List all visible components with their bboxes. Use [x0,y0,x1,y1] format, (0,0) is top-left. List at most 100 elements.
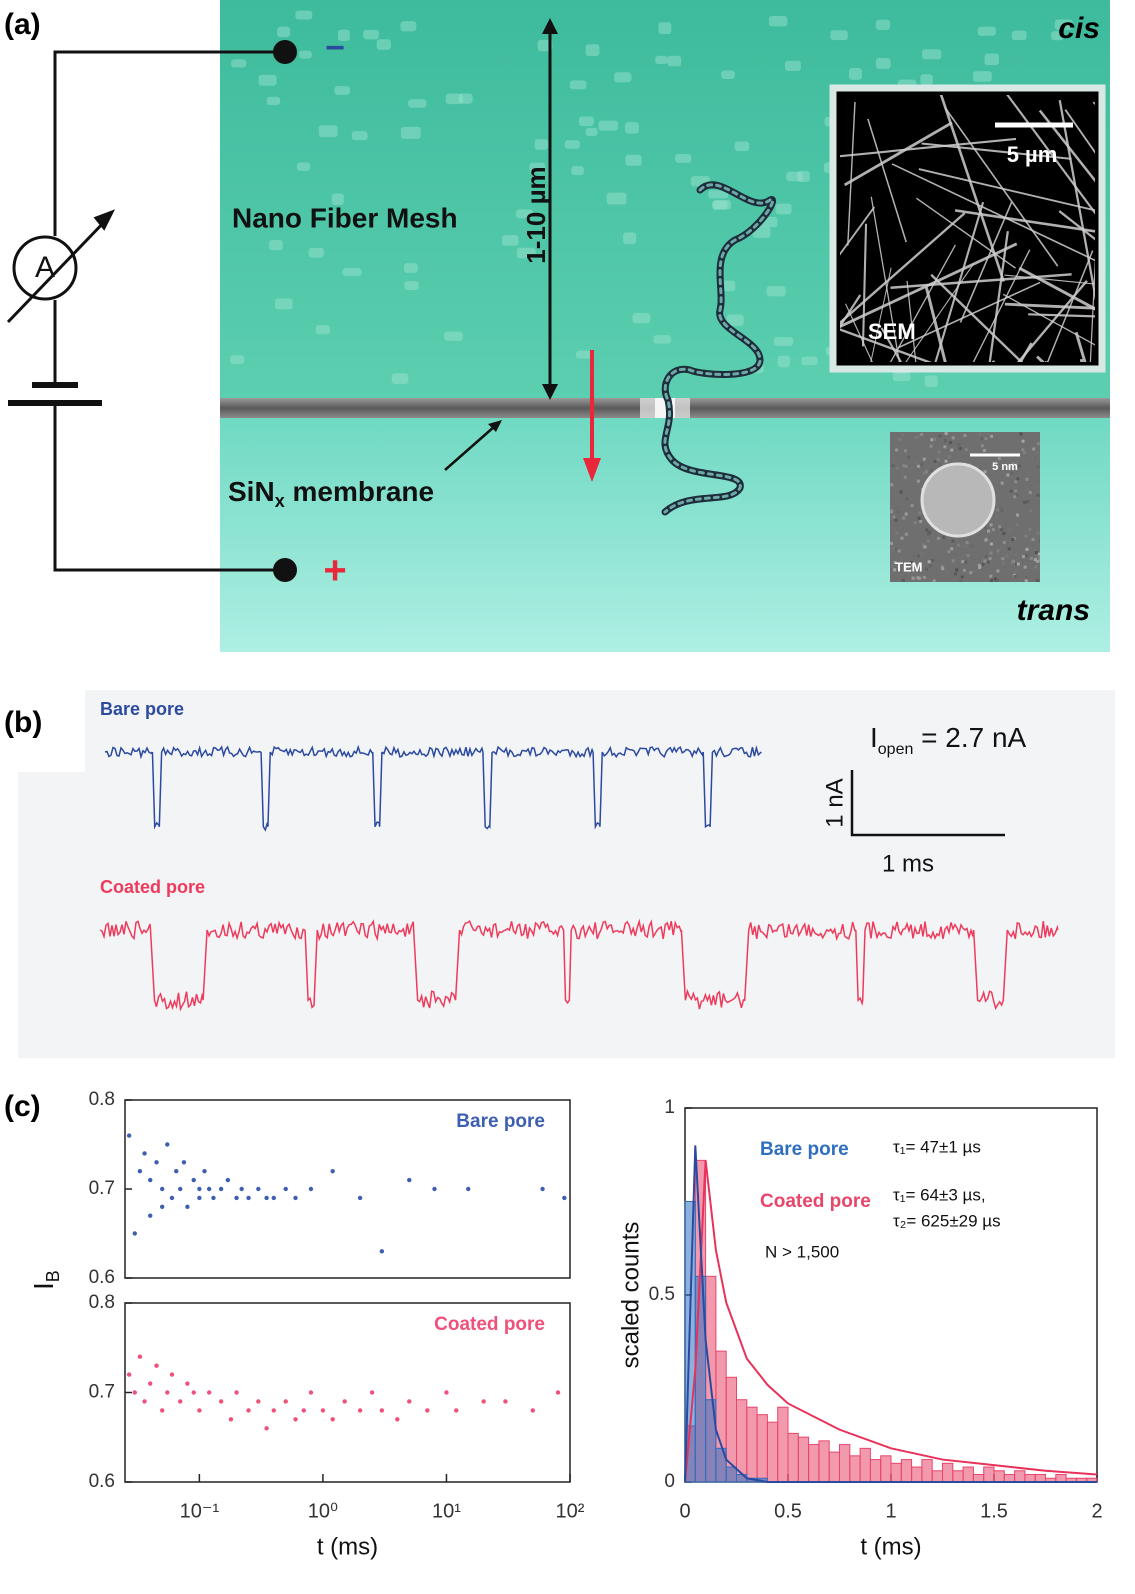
grain [1023,500,1027,504]
grain [890,541,894,545]
texture-dot [598,120,618,131]
point [159,1408,165,1413]
point [234,1390,239,1395]
point [191,1390,196,1395]
grain [941,567,945,571]
thickness-label: 1-10 µm [521,166,551,263]
point [148,1381,153,1386]
point [218,1186,224,1192]
point [142,1151,147,1156]
grain [892,515,896,519]
grain [933,459,937,463]
texture-dot [675,153,692,163]
point [308,1186,314,1192]
grain [995,515,999,519]
grain [996,578,1000,582]
grain [981,558,985,562]
grain [1036,531,1040,535]
grain [1020,537,1024,541]
ammeter-arrow [6,216,110,324]
grain [896,510,900,514]
grain [932,579,936,582]
bar [839,1444,851,1483]
point [154,1363,159,1368]
grain [951,436,955,440]
bar [746,1406,758,1483]
grain [916,464,920,468]
open-current-value: = 2.7 nA [913,722,1026,753]
point [256,1186,261,1192]
fiber [1018,266,1095,311]
grain [1020,453,1024,457]
grain [1005,573,1009,577]
sem-inset [829,84,1106,373]
grain [916,576,920,580]
grain [1019,432,1023,436]
open-current-symbol: I [870,722,878,753]
bar [1003,1474,1016,1483]
grain [953,553,957,557]
grain [1017,464,1021,468]
texture-dot [624,122,639,134]
grain [950,547,954,551]
texture-dot [400,126,421,139]
point [330,1417,335,1422]
grain [1006,473,1010,477]
panel-label: (c) [4,1090,41,1123]
grain [899,490,903,494]
grain [907,457,911,461]
grain [953,572,957,576]
grain [902,464,906,468]
fiber [915,197,1017,269]
bar [797,1436,810,1483]
texture-dot [786,171,803,182]
grain [1014,463,1018,467]
grain [987,535,991,539]
point [174,1169,179,1174]
traces [99,744,1059,1012]
bar [962,1466,974,1483]
annotation: τ₁= 64±3 µs, [893,1185,986,1204]
grain [895,448,899,452]
bar [849,1455,861,1483]
grain [1008,465,1012,469]
grain [928,564,932,568]
grain [964,545,968,549]
grain [984,538,988,542]
grain [1002,531,1006,535]
fiber [959,202,1013,323]
fiber [934,201,985,362]
grain [996,466,1000,470]
grain [1001,557,1005,561]
grain [1014,489,1018,493]
trans-label: trans [1017,594,1090,627]
grain [1014,480,1018,484]
point [148,1177,153,1183]
point [165,1142,170,1147]
grain [980,444,984,448]
texture-dot [516,209,533,219]
point [142,1399,147,1404]
wire [53,50,285,236]
translocation-event [855,929,866,1007]
bar [942,1462,954,1483]
fit-line [684,1145,1097,1483]
series-label: Coated pore [434,1314,545,1335]
bar [818,1440,830,1483]
grain [970,544,974,548]
grain [955,568,959,572]
point [425,1408,430,1413]
panel-label: (b) [4,706,42,739]
texture-dot [408,99,427,108]
x-tick-label: 0.5 [774,1500,802,1522]
grain [958,447,962,451]
grain [989,551,993,555]
texture-dot [400,21,417,32]
texture-dot [363,29,379,40]
grain [989,542,993,546]
grain [1036,479,1040,483]
point [555,1390,561,1395]
grain [930,468,934,472]
grain [915,461,919,465]
